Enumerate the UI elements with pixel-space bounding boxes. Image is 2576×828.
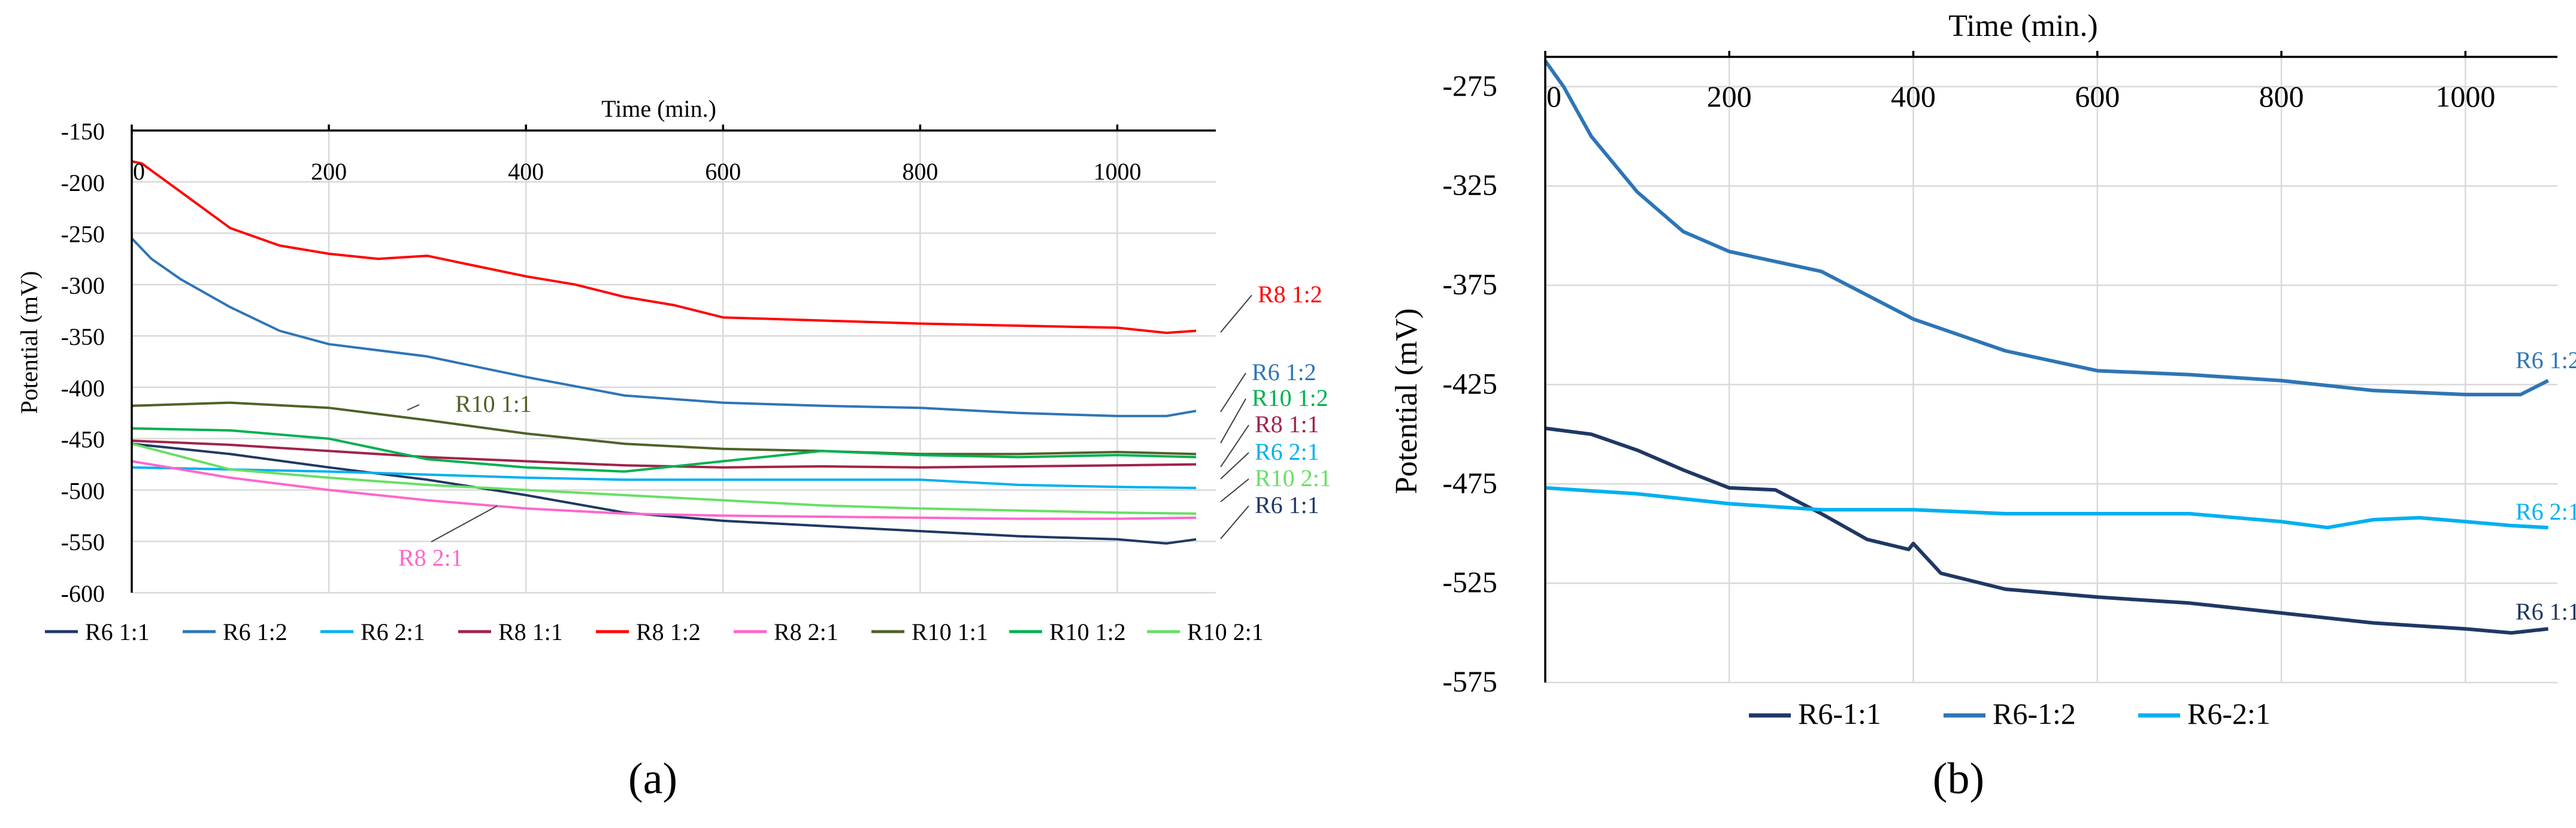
chart-a-y-tick-label: -300 bbox=[61, 272, 105, 299]
data-label-r10-1-2: R10 1:2 bbox=[1252, 384, 1328, 411]
chart-b-axes bbox=[1544, 51, 2557, 683]
chart-b-y-tick-label: -575 bbox=[1442, 665, 1497, 698]
legend-entry-r10-2-1: R10 2:1 bbox=[1187, 618, 1264, 645]
chart-b-gridlines bbox=[1544, 57, 2557, 684]
chart-b-x-tick-label: 400 bbox=[1891, 80, 1936, 113]
legend-entry-r8-2-1: R8 2:1 bbox=[774, 618, 839, 645]
chart-b-caption: (b) bbox=[1933, 754, 1984, 803]
chart-b-x-tick-label: 1000 bbox=[2435, 80, 2495, 113]
data-label-r6-1-1: R6 1:1 bbox=[2516, 598, 2576, 625]
legend-entry-r6-2-1: R6-2:1 bbox=[2187, 697, 2271, 730]
series-line-r10-1-1 bbox=[131, 401, 1197, 456]
series-line-r6-1-1 bbox=[1545, 426, 2548, 635]
chart-a-y-tick-label: -250 bbox=[61, 221, 105, 248]
chart-a-gridlines bbox=[131, 129, 1216, 594]
chart-b: -275 -325 -375 -425 -475 -525 -575 0 200 400 600 80… bbox=[1390, 9, 2576, 803]
data-label-r8-2-1: R8 2:1 bbox=[398, 544, 463, 571]
label-leader-r6-1-1 bbox=[1220, 505, 1249, 539]
chart-b-x-tick-label: 600 bbox=[2075, 80, 2120, 113]
series-line-r6-2-1 bbox=[131, 466, 1197, 489]
label-leader-r8-2-1 bbox=[431, 505, 498, 542]
label-leader-r8-1-1 bbox=[1220, 424, 1249, 468]
chart-b-y-tick-label: -275 bbox=[1442, 69, 1497, 102]
legend-entry-r10-1-1: R10 1:1 bbox=[912, 618, 988, 645]
legend-entry-r6-2-1: R6 2:1 bbox=[361, 618, 425, 645]
chart-a-x-axis-title: Time (min.) bbox=[601, 95, 716, 122]
chart-a-y-tick-label: -350 bbox=[61, 323, 105, 350]
chart-a-y-tick-label: -400 bbox=[61, 375, 105, 402]
chart-a-tick-labels: -150 -200 -250 -300 -350 -400 -450 -500 -550 -600… bbox=[61, 118, 1142, 607]
chart-a-y-axis-title: Potential (mV) bbox=[16, 271, 43, 414]
chart-b-y-tick-label: -325 bbox=[1442, 168, 1497, 202]
data-label-r6-1-1: R6 1:1 bbox=[1255, 492, 1319, 518]
chart-a-x-tick-label: 400 bbox=[508, 158, 544, 185]
legend-entry-r8-1-1: R8 1:1 bbox=[498, 618, 563, 645]
chart-a-y-tick-label: -500 bbox=[61, 477, 105, 504]
data-label-r6-2-1: R6 2:1 bbox=[1255, 438, 1319, 465]
legend-entry-r6-1-2: R6 1:2 bbox=[223, 618, 287, 645]
series-line-r6-1-2 bbox=[1543, 59, 2549, 396]
label-leader-r8-1-2 bbox=[1220, 295, 1252, 333]
chart-a-axes bbox=[131, 125, 1216, 593]
data-label-r10-1-1: R10 1:1 bbox=[455, 390, 532, 417]
chart-b-series-lines bbox=[1543, 59, 2549, 635]
chart-a-caption: (a) bbox=[628, 754, 677, 803]
legend-entry-r6-1-2: R6-1:2 bbox=[1993, 697, 2076, 730]
chart-b-tick-labels: -275 -325 -375 -425 -475 -525 -575 0 200 400 600 80… bbox=[1442, 69, 2495, 698]
chart-a-y-tick-label: -150 bbox=[61, 118, 105, 145]
chart-a-x-tick-label: 0 bbox=[133, 158, 145, 185]
data-label-r6-1-2: R6 1:2 bbox=[2516, 347, 2576, 374]
chart-b-y-tick-label: -375 bbox=[1442, 268, 1497, 301]
chart-a-legend: R6 1:1 R6 1:2 R6 2:1 R8 1:1 R8 1:2 R8 2:1 R10 … bbox=[45, 618, 1264, 645]
data-label-r8-1-1: R8 1:1 bbox=[1255, 411, 1319, 438]
chart-a-x-tick-label: 800 bbox=[902, 158, 938, 185]
chart-b-y-tick-label: -475 bbox=[1442, 466, 1497, 499]
chart-b-y-tick-label: -525 bbox=[1442, 565, 1497, 599]
chart-a-y-tick-label: -600 bbox=[61, 580, 105, 607]
chart-a-series-labels: R6 1:1 R6 1:2 R6 2:1R8 1:1 R8 1:2 R8 2:1 R10 … bbox=[398, 281, 1331, 571]
chart-a-x-tick-label: 1000 bbox=[1093, 158, 1141, 185]
series-line-r6-1-1 bbox=[131, 442, 1197, 545]
chart-a: -150 -200 -250 -300 -350 -400 -450 -500 -550 -600… bbox=[16, 95, 1331, 803]
series-line-r10-1-2 bbox=[131, 427, 1197, 473]
label-leader-r10-2-1 bbox=[1220, 478, 1249, 502]
chart-b-x-tick-label: 800 bbox=[2259, 80, 2304, 113]
series-line-r8-1-2 bbox=[131, 160, 1197, 334]
label-leader-r6-1-2 bbox=[1220, 372, 1246, 413]
chart-b-x-tick-label: 200 bbox=[1707, 80, 1752, 113]
chart-b-y-axis-title: Potential (mV) bbox=[1390, 308, 1424, 495]
chart-a-y-tick-label: -200 bbox=[61, 169, 105, 196]
chart-a-y-tick-label: -450 bbox=[61, 426, 105, 453]
chart-b-legend: R6-1:1 R6-1:2 R6-2:1 bbox=[1749, 697, 2271, 730]
series-line-r8-2-1 bbox=[131, 460, 1197, 520]
legend-entry-r6-1-1: R6-1:1 bbox=[1798, 697, 1881, 730]
chart-b-x-tick-label: 0 bbox=[1546, 80, 1561, 113]
data-label-r6-2-1: R6 2:1 bbox=[2516, 498, 2576, 525]
series-line-r6-2-1 bbox=[1545, 486, 2548, 530]
label-leader-r6-2-1 bbox=[1220, 452, 1249, 480]
series-line-r6-1-2 bbox=[131, 237, 1197, 417]
chart-a-y-tick-label: -550 bbox=[61, 529, 105, 556]
data-label-r10-2-1: R10 2:1 bbox=[1255, 465, 1331, 492]
legend-entry-r6-1-1: R6 1:1 bbox=[85, 618, 150, 645]
chart-a-series-lines bbox=[131, 160, 1197, 545]
chart-b-x-axis-title: Time (min.) bbox=[1948, 9, 2097, 43]
chart-a-x-tick-label: 600 bbox=[705, 158, 741, 185]
legend-entry-r8-1-2: R8 1:2 bbox=[636, 618, 701, 645]
legend-entry-r10-1-2: R10 1:2 bbox=[1049, 618, 1126, 645]
data-label-r6-1-2: R6 1:2 bbox=[1252, 359, 1316, 386]
chart-a-x-tick-label: 200 bbox=[311, 158, 347, 185]
data-label-r8-1-2: R8 1:2 bbox=[1258, 281, 1322, 308]
series-line-r10-2-1 bbox=[131, 442, 1197, 515]
chart-b-y-tick-label: -425 bbox=[1442, 366, 1497, 400]
label-leader-r10-1-2 bbox=[1220, 398, 1246, 444]
chart-b-series-labels: R6 1:1 R6 1:2 R6 2:1 bbox=[2516, 347, 2576, 625]
label-leader-r10-1-1 bbox=[407, 404, 420, 411]
